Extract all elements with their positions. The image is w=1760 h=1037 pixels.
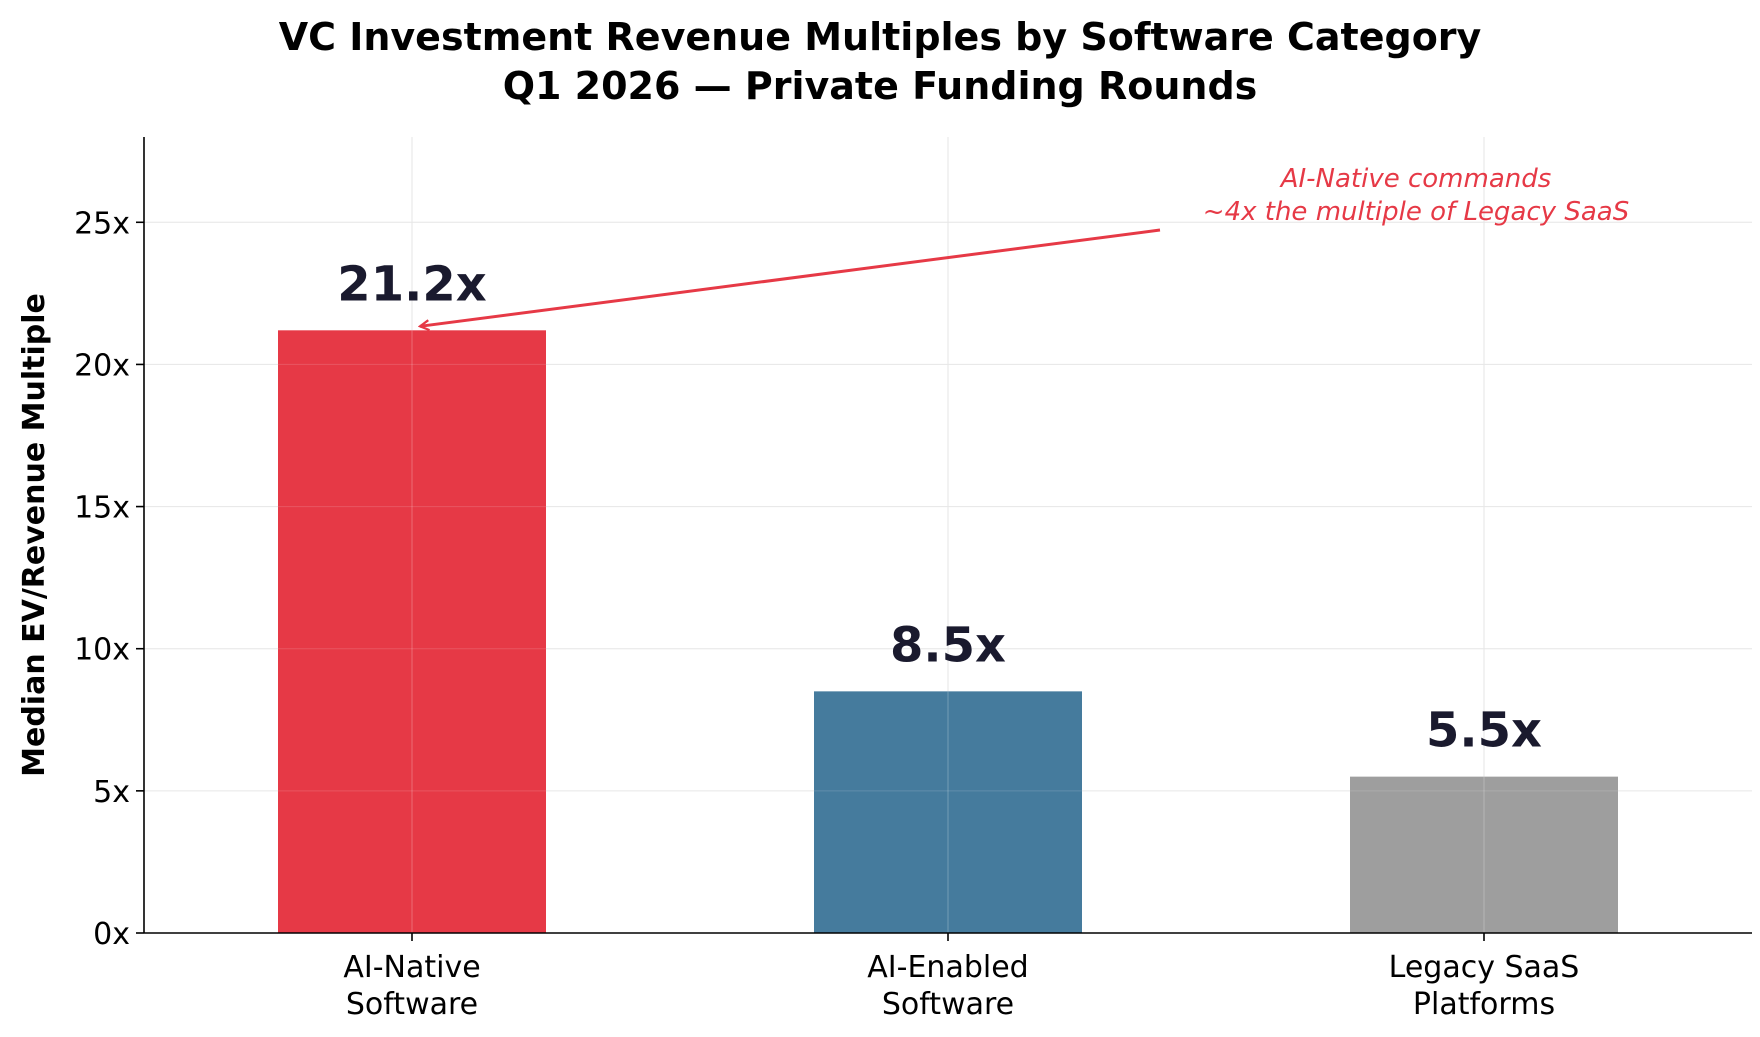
y-axis-label: Median EV/Revenue Multiple: [17, 293, 52, 777]
annotation-text: AI-Native commands ~4x the multiple of Le…: [1203, 164, 1629, 227]
bar: [1350, 776, 1618, 933]
bar-gridline-overlay: [278, 330, 1618, 933]
axes: 0x 5x 10x 15x 20x 25x AI-Native Software AI-Enab…: [74, 137, 1752, 1022]
bar-value-label: 21.2x: [337, 256, 486, 312]
annotation: AI-Native commands ~4x the multiple of Le…: [420, 164, 1629, 326]
value-labels: 21.2x 8.5x 5.5x: [337, 256, 1542, 758]
y-tick-label: 25x: [74, 206, 130, 241]
bars: [278, 330, 1618, 933]
bar-value-label: 5.5x: [1426, 703, 1542, 759]
y-tick-label: 20x: [74, 348, 130, 383]
x-tick-label: Legacy SaaS Platforms: [1389, 950, 1580, 1022]
bar-value-label: 8.5x: [890, 617, 1006, 673]
y-tick-label: 15x: [74, 491, 130, 526]
x-tick-label: AI-Native Software: [343, 950, 480, 1022]
bar: [278, 330, 546, 933]
chart-subtitle: Q1 2026 — Private Funding Rounds: [503, 64, 1258, 108]
y-tick-label: 10x: [74, 633, 130, 668]
y-tick-label: 5x: [93, 775, 130, 810]
chart-title: VC Investment Revenue Multiples by Softw…: [279, 15, 1482, 59]
y-tick-label: 0x: [93, 917, 130, 952]
annotation-arrow: [420, 228, 1161, 326]
x-tick-label: AI-Enabled Software: [867, 950, 1028, 1022]
bar: [814, 691, 1082, 933]
